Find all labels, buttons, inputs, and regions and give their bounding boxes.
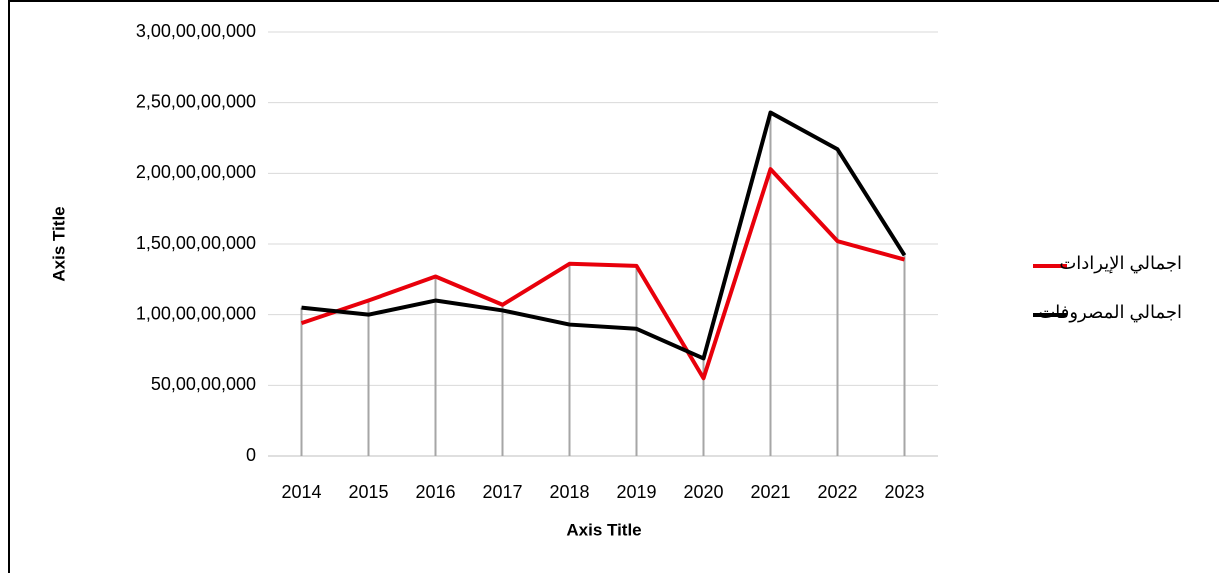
x-tick-label: 2018 [549,482,589,502]
legend-label: اجمالي الإيرادات [1059,253,1182,274]
series-line [301,110,907,361]
x-tick-label: 2019 [616,482,656,502]
y-axis-title: Axis Title [49,206,68,281]
series-line [300,167,906,381]
chart-frame [8,0,1219,573]
y-tick-label: 2,00,00,00,000 [136,162,256,182]
y-tick-label: 1,00,00,00,000 [136,303,256,323]
y-tick-label: 50,00,00,000 [151,374,256,394]
x-tick-label: 2015 [348,482,388,502]
x-tick-label: 2022 [817,482,857,502]
x-tick-label: 2014 [281,482,321,502]
y-tick-label: 0 [246,445,256,465]
x-tick-label: 2020 [683,482,723,502]
x-axis-title: Axis Title [566,520,641,539]
x-tick-label: 2017 [482,482,522,502]
y-tick-label: 3,00,00,00,000 [136,21,256,41]
y-tick-label: 1,50,00,00,000 [136,233,256,253]
x-tick-label: 2023 [884,482,924,502]
legend-label: اجمالي المصروفات [1038,302,1182,323]
x-tick-label: 2016 [415,482,455,502]
y-tick-label: 2,50,00,00,000 [136,91,256,111]
x-tick-label: 2021 [750,482,790,502]
